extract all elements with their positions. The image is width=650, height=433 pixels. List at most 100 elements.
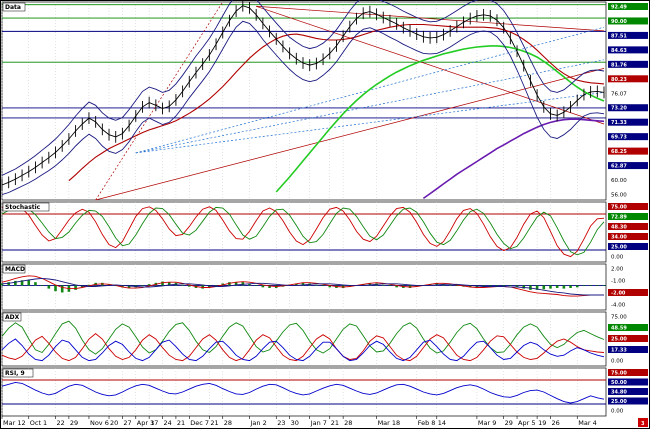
value-tag: 87.51 [611, 33, 627, 39]
axis-tick-label: 0.00 [611, 409, 624, 415]
histogram-bar [14, 280, 17, 286]
histogram-bar [368, 283, 372, 286]
histogram-bar [509, 285, 512, 286]
axis-tick-label: 0.00 [611, 255, 624, 261]
value-tag: 25.00 [611, 245, 627, 251]
x-tick-label: 21 [331, 419, 339, 427]
value-tag-box [608, 162, 648, 170]
histogram-bar [0, 283, 4, 286]
pane-title: MACD [5, 266, 25, 273]
value-tag: 17.33 [611, 348, 627, 354]
value-tag: 72.89 [611, 215, 627, 221]
histogram-bar [321, 285, 325, 287]
value-tag-box [608, 289, 648, 296]
value-tag-box [608, 223, 648, 230]
x-tick-label: Jan 2 [249, 419, 266, 427]
histogram-bar [455, 285, 459, 287]
histogram-bar [261, 285, 265, 288]
value-tag: 34.00 [611, 235, 627, 241]
fan-line [135, 26, 605, 154]
corner-marker-box [638, 418, 648, 427]
pane-title: Data [5, 4, 21, 11]
histogram-bar [161, 281, 164, 286]
series-macd_line [1, 275, 604, 297]
histogram-bar [468, 285, 472, 288]
histogram-bar [40, 285, 44, 286]
value-tag-box [608, 75, 648, 83]
histogram-bar [569, 285, 572, 288]
x-tick-label: 30 [291, 419, 299, 427]
histogram-bar [515, 285, 519, 288]
value-tag-box [608, 233, 648, 240]
series-rsi [1, 381, 605, 404]
x-tick-label: Jan 7 [310, 419, 327, 427]
series-macd_signal [1, 277, 604, 296]
value-tag: 90.00 [611, 19, 627, 25]
histogram-bar [60, 285, 64, 293]
value-tag-box [608, 203, 648, 210]
pane-title-box [2, 202, 50, 212]
series-adx_green [1, 320, 605, 355]
x-tick-label: Apr 3 [137, 419, 154, 427]
histogram-bar [127, 285, 131, 288]
histogram-bar [328, 285, 332, 288]
x-tick-label: Feb 8 [418, 419, 436, 427]
value-tag: -2.00 [611, 291, 626, 297]
series-price [1, 5, 605, 186]
x-tick-label: Mar 4 [578, 419, 596, 427]
histogram-bar [248, 283, 251, 286]
value-tag-box [608, 213, 648, 220]
histogram-bar [147, 284, 151, 286]
histogram-bar [475, 285, 479, 288]
x-tick-label: 29 [505, 419, 513, 427]
histogram-bar [201, 285, 204, 289]
histogram-bar [448, 284, 452, 286]
histogram-bar [141, 285, 144, 287]
pane-title: RSI, 9 [5, 370, 25, 377]
x-tick-label: 28 [344, 419, 352, 427]
x-tick-label: 17 [150, 419, 158, 427]
histogram-bar [20, 280, 24, 286]
pane-border [1, 311, 607, 367]
histogram-bar [562, 285, 566, 289]
series-sma_purple [422, 118, 605, 200]
histogram-bar [254, 285, 258, 286]
value-tag-box [608, 3, 648, 10]
value-tag: 73.20 [611, 106, 627, 112]
histogram-bar [7, 282, 10, 286]
histogram-bar [268, 285, 271, 288]
pane-border [1, 367, 607, 417]
histogram-bar [549, 285, 552, 289]
histogram-bar [522, 285, 526, 289]
pane-title-box [2, 368, 34, 378]
x-tick-label: 27 [123, 419, 131, 427]
histogram-bar [596, 285, 599, 286]
histogram-bar [80, 285, 84, 288]
x-tick-label: 21 [210, 419, 218, 427]
histogram-bar [74, 285, 77, 290]
value-tag: 84.63 [611, 48, 627, 54]
histogram-bar [87, 284, 91, 286]
series-adx_red [1, 333, 605, 362]
value-tag-box [608, 378, 648, 386]
value-tag-box [608, 369, 648, 376]
histogram-bar [214, 285, 218, 286]
x-tick-label: Mar 12 [3, 419, 26, 427]
value-tag: 92.49 [611, 5, 627, 11]
value-tag: 48.59 [611, 326, 627, 332]
histogram-bar [228, 282, 231, 286]
histogram-bar [47, 285, 51, 289]
value-tag: 25.00 [611, 337, 627, 343]
pane-title: Stochastic [5, 204, 41, 211]
pane-title: ADX [5, 314, 20, 321]
histogram-bar [54, 285, 57, 292]
axis-tick-label: 56.00 [611, 193, 627, 199]
value-tag: 50.00 [611, 380, 627, 386]
value-tag: 68.25 [611, 149, 627, 155]
value-tag: 48.30 [611, 225, 627, 231]
value-tag: 62.87 [611, 164, 627, 170]
histogram-bar [589, 285, 592, 286]
histogram-bar [301, 282, 305, 286]
histogram-bar [582, 285, 586, 287]
